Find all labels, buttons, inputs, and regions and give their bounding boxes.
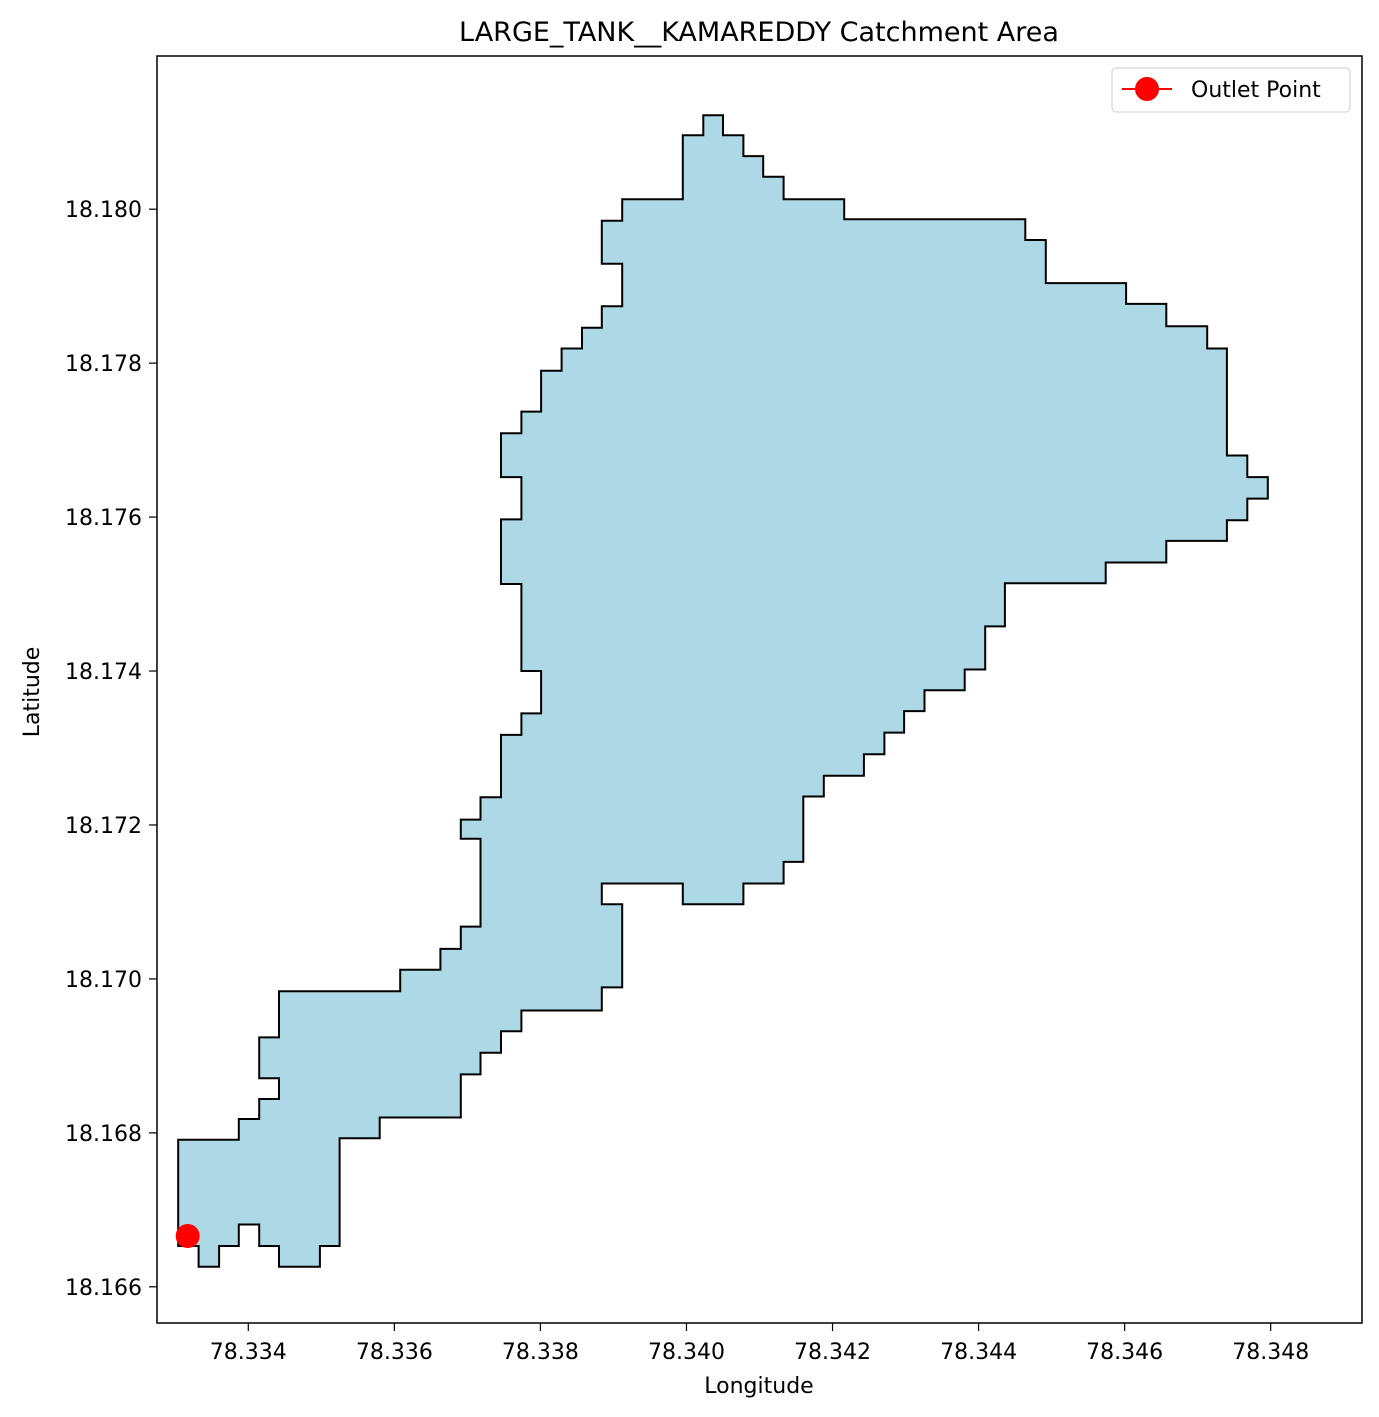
x-tick-label: 78.336 <box>356 1340 433 1365</box>
axes-frame <box>156 55 1363 1324</box>
y-tick-label: 18.180 <box>65 198 142 223</box>
x-tick-label: 78.344 <box>940 1340 1017 1365</box>
chart-title: LARGE_TANK__KAMAREDDY Catchment Area <box>459 17 1059 48</box>
legend-marker <box>1135 77 1159 101</box>
y-tick-label: 18.176 <box>65 506 142 531</box>
y-tick-label: 18.178 <box>65 352 142 377</box>
legend-label: Outlet Point <box>1191 78 1321 103</box>
y-axis: 18.166 18.168 18.170 18.172 18.174 18.176 18.1… <box>65 198 157 1301</box>
catchment-polygon <box>177 114 1269 1268</box>
x-tick-label: 78.334 <box>210 1340 287 1365</box>
legend: Outlet Point <box>1111 67 1351 113</box>
x-tick-label: 78.342 <box>794 1340 871 1365</box>
x-tick-label: 78.340 <box>648 1340 725 1365</box>
y-axis-title: Latitude <box>20 647 45 738</box>
y-tick-label: 18.174 <box>65 660 142 685</box>
x-tick-label: 78.348 <box>1232 1340 1309 1365</box>
x-tick-label: 78.338 <box>502 1340 579 1365</box>
y-tick-label: 18.172 <box>65 814 142 839</box>
x-tick-label: 78.346 <box>1086 1340 1163 1365</box>
x-axis-title: Longitude <box>704 1374 813 1399</box>
y-tick-label: 18.170 <box>65 968 142 993</box>
legend-box <box>1111 67 1351 113</box>
y-tick-label: 18.166 <box>65 1276 142 1301</box>
x-axis: 78.334 78.336 78.338 78.340 78.342 78.344 78.3… <box>210 1323 1309 1365</box>
y-tick-label: 18.168 <box>65 1122 142 1147</box>
outlet-point-marker <box>175 1224 200 1249</box>
